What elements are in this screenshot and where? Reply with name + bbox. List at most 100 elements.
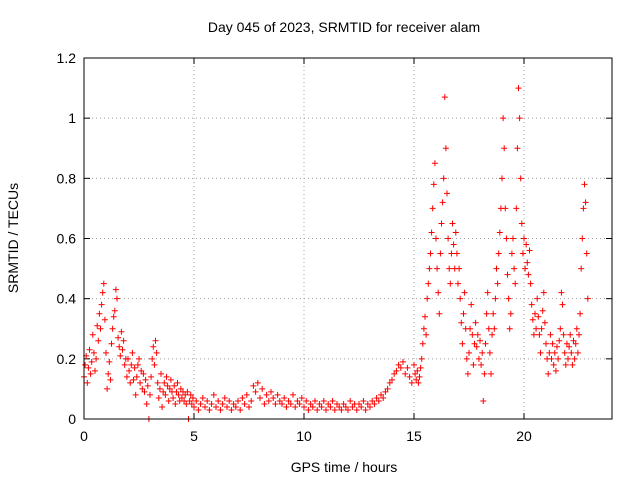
data-point [580, 205, 587, 212]
data-point [217, 406, 224, 413]
data-point [582, 199, 589, 206]
data-point [503, 235, 510, 242]
data-point [241, 400, 248, 407]
data-point [467, 325, 474, 332]
data-point [345, 406, 351, 413]
x-tick-label: 15 [406, 428, 422, 444]
data-point [303, 397, 310, 404]
data-point [555, 355, 562, 362]
grid-lines [84, 58, 612, 419]
data-point [502, 205, 509, 212]
data-point [525, 271, 532, 278]
data-point [219, 400, 226, 407]
data-point [84, 379, 91, 386]
data-point [478, 361, 485, 368]
data-point [419, 340, 426, 347]
data-point [331, 406, 338, 413]
data-point [318, 403, 325, 410]
data-point [513, 205, 520, 212]
data-point [239, 394, 246, 401]
data-point [570, 337, 577, 344]
data-point [161, 379, 168, 386]
data-point [86, 346, 93, 353]
data-point [98, 301, 105, 308]
data-point [523, 241, 530, 248]
x-tick-label: 20 [516, 428, 532, 444]
data-point [104, 385, 111, 392]
data-point [204, 397, 211, 404]
y-tick-label: 0.6 [57, 231, 77, 247]
data-point [475, 355, 482, 362]
data-point [193, 397, 200, 404]
data-point [486, 349, 493, 356]
data-point [96, 310, 103, 317]
data-point [110, 313, 117, 320]
data-point [418, 355, 425, 362]
data-point [556, 337, 563, 344]
data-point [149, 355, 156, 362]
axis-ticks [83, 57, 612, 420]
data-point [166, 385, 173, 392]
data-point [237, 406, 244, 413]
data-point [148, 373, 155, 380]
data-point [533, 325, 540, 332]
data-point [508, 250, 515, 257]
data-point [158, 370, 164, 377]
data-point [489, 331, 496, 338]
data-point [391, 370, 398, 377]
data-point [281, 394, 288, 401]
data-point [472, 319, 479, 326]
data-point [420, 325, 427, 332]
data-point [323, 406, 329, 413]
data-point [283, 403, 290, 410]
tick-labels: 0 5 10 15 20 0 0.2 0.4 0.6 0.8 1 1.2 [57, 50, 532, 444]
data-point [539, 307, 546, 314]
y-tick-label: 1 [68, 110, 76, 126]
data-point [444, 190, 450, 197]
data-point [116, 343, 123, 350]
data-point [155, 394, 162, 401]
data-point [327, 403, 334, 410]
data-point [427, 250, 434, 257]
data-point [576, 331, 582, 338]
data-point [152, 337, 159, 344]
data-point [188, 400, 195, 407]
data-point [120, 337, 127, 344]
data-point [456, 265, 463, 272]
y-tick-label: 1.2 [57, 50, 77, 66]
data-point [154, 379, 161, 386]
data-point [567, 331, 574, 338]
data-point [353, 406, 360, 413]
data-point [453, 250, 460, 257]
data-point [579, 235, 586, 242]
data-point [111, 307, 118, 314]
data-point [474, 331, 481, 338]
data-point [541, 319, 548, 326]
data-point [430, 181, 437, 188]
data-point [412, 370, 419, 377]
data-point [463, 355, 470, 362]
data-point [492, 295, 499, 302]
data-point [471, 340, 478, 347]
data-point [276, 397, 283, 404]
data-point [334, 400, 340, 407]
data-point [416, 373, 423, 380]
data-point [252, 388, 259, 395]
data-point [510, 235, 516, 242]
data-point [106, 358, 113, 365]
data-point [438, 220, 445, 227]
data-point [506, 325, 513, 332]
data-point [97, 325, 104, 332]
data-point [493, 265, 500, 272]
data-point [144, 382, 151, 389]
data-point [163, 373, 170, 380]
data-point [305, 406, 312, 413]
data-point [375, 397, 382, 404]
y-tick-label: 0 [68, 411, 76, 427]
data-point [382, 388, 389, 395]
data-point [386, 379, 393, 386]
data-point [415, 379, 422, 386]
data-point [136, 355, 142, 362]
data-point [139, 385, 146, 392]
data-point [92, 367, 98, 374]
